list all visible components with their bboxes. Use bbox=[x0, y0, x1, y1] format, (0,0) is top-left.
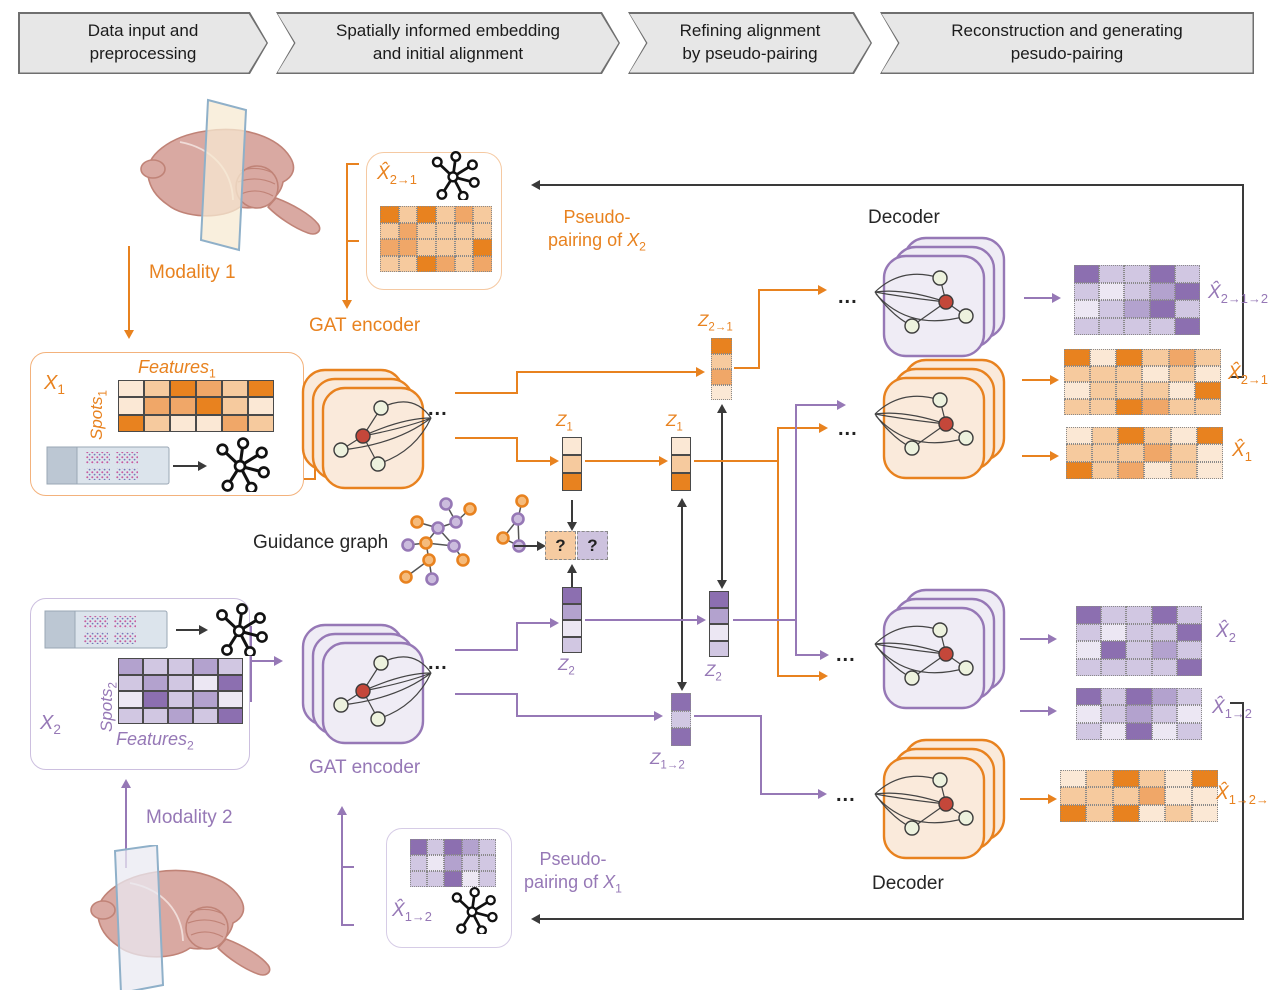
x1-matrix bbox=[118, 380, 274, 432]
xhat-1-matrix bbox=[1066, 427, 1223, 479]
decoder-stack-purple-2 bbox=[874, 589, 1005, 709]
z2to1-vector bbox=[711, 338, 732, 400]
z1-label: Z1 bbox=[556, 411, 573, 434]
banner-step-label: Refining alignment by pseudo-pairing bbox=[679, 21, 821, 63]
ellipsis: ... bbox=[428, 398, 448, 420]
xhat-1to2-box-label: X̂1→2 bbox=[392, 900, 432, 924]
xhat-2-label: X̂2 bbox=[1216, 621, 1236, 645]
banner-step-refining: Refining alignment by pseudo-pairing bbox=[628, 12, 872, 74]
gat-encoder-stack-modality1 bbox=[302, 369, 432, 489]
x2-matrix bbox=[118, 658, 243, 724]
spots1-axis-label: Spots1 bbox=[87, 390, 110, 440]
decoder-top-label: Decoder bbox=[868, 207, 940, 228]
spatial-graph-icon bbox=[451, 886, 498, 934]
xhat-2to1to2-label: X̂2→1→2 bbox=[1208, 282, 1269, 306]
decoder-stack-orange-1 bbox=[874, 359, 1005, 479]
pseudo-pairing-x2-label: Pseudo- pairing of X2 bbox=[548, 207, 646, 254]
pseudo-x1-matrix bbox=[410, 839, 496, 887]
z1to2-vector bbox=[671, 693, 691, 746]
pseudo-pairing-x1-label: Pseudo- pairing of X1 bbox=[524, 849, 622, 896]
gat-encoder-bottom-label: GAT encoder bbox=[309, 757, 421, 778]
xhat-1to2to1-label: X̂1→2→1 bbox=[1216, 783, 1269, 807]
banner-step-embedding: Spatially informed embedding and initial … bbox=[276, 12, 620, 74]
xhat-1to2to1-matrix bbox=[1060, 770, 1218, 822]
ellipsis: ... bbox=[838, 286, 858, 308]
question-cell-orange: ? bbox=[545, 531, 576, 560]
question-cell-purple: ? bbox=[577, 531, 608, 560]
xhat-2to1to2-matrix bbox=[1074, 265, 1200, 335]
z1to2-label: Z1→2 bbox=[650, 749, 685, 772]
tissue-slide-1 bbox=[46, 446, 170, 485]
xhat-2to1-label: X̂2→1 bbox=[1228, 363, 1268, 387]
guidance-graph-label: Guidance graph bbox=[253, 532, 389, 553]
brain-image-modality2 bbox=[90, 845, 271, 990]
z2-copy-label: Z2 bbox=[705, 661, 722, 684]
banner-step-label: Reconstruction and generating pesudo-pair… bbox=[951, 21, 1183, 63]
gat-encoder-top-label: GAT encoder bbox=[309, 315, 421, 336]
banner-step-data-input: Data input and preprocessing bbox=[18, 12, 268, 74]
ellipsis: ... bbox=[836, 644, 856, 666]
xhat-1to2-label: X̂1→2 bbox=[1212, 697, 1252, 721]
z2-copy-vector bbox=[709, 591, 729, 657]
tissue-slide-2 bbox=[44, 610, 168, 649]
banner-step-label: Data input and preprocessing bbox=[87, 21, 199, 63]
section-plane bbox=[113, 845, 165, 990]
xhat-1to2-matrix bbox=[1076, 688, 1202, 740]
ellipsis: ... bbox=[428, 652, 448, 674]
z1-vector bbox=[562, 437, 582, 491]
banner-step-reconstruction: Reconstruction and generating pesudo-pair… bbox=[880, 12, 1254, 74]
pseudo-x2-matrix bbox=[380, 206, 492, 272]
xhat-2to1-matrix bbox=[1064, 349, 1221, 415]
ellipsis: ... bbox=[838, 418, 858, 440]
ellipsis: ... bbox=[836, 784, 856, 806]
z2-label: Z2 bbox=[558, 655, 575, 678]
modality2-label: Modality 2 bbox=[146, 807, 233, 828]
z2-vector bbox=[562, 587, 582, 653]
features2-axis-label: Features2 bbox=[116, 729, 194, 753]
guidance-graph bbox=[399, 494, 529, 586]
modality1-label: Modality 1 bbox=[149, 262, 236, 283]
spatial-graph-icon bbox=[431, 150, 480, 200]
z1-copy-vector bbox=[671, 437, 691, 491]
decoder-bottom-label: Decoder bbox=[872, 873, 944, 894]
gat-encoder-stack-modality2 bbox=[302, 624, 432, 744]
xhat-1-label: X̂1 bbox=[1232, 440, 1252, 464]
banner-step-label: Spatially informed embedding and initial … bbox=[336, 21, 560, 63]
spatial-graph-icon bbox=[216, 437, 270, 492]
decoder-stack-orange-2 bbox=[874, 739, 1005, 859]
z2to1-label: Z2→1 bbox=[698, 311, 733, 334]
decoder-stack-purple-1 bbox=[874, 237, 1005, 357]
spatial-graph-icon bbox=[215, 602, 268, 656]
z1-copy-label: Z1 bbox=[666, 411, 683, 434]
xhat-2to1-box-label: X̂2→1 bbox=[377, 163, 417, 187]
xhat-2-matrix bbox=[1076, 606, 1202, 676]
features1-axis-label: Features1 bbox=[138, 357, 216, 381]
x2-label: X2 bbox=[40, 712, 61, 737]
x1-label: X1 bbox=[44, 372, 65, 397]
section-plane bbox=[199, 98, 248, 252]
spots2-axis-label: Spots2 bbox=[97, 682, 120, 732]
brain-image-modality1 bbox=[140, 98, 321, 252]
